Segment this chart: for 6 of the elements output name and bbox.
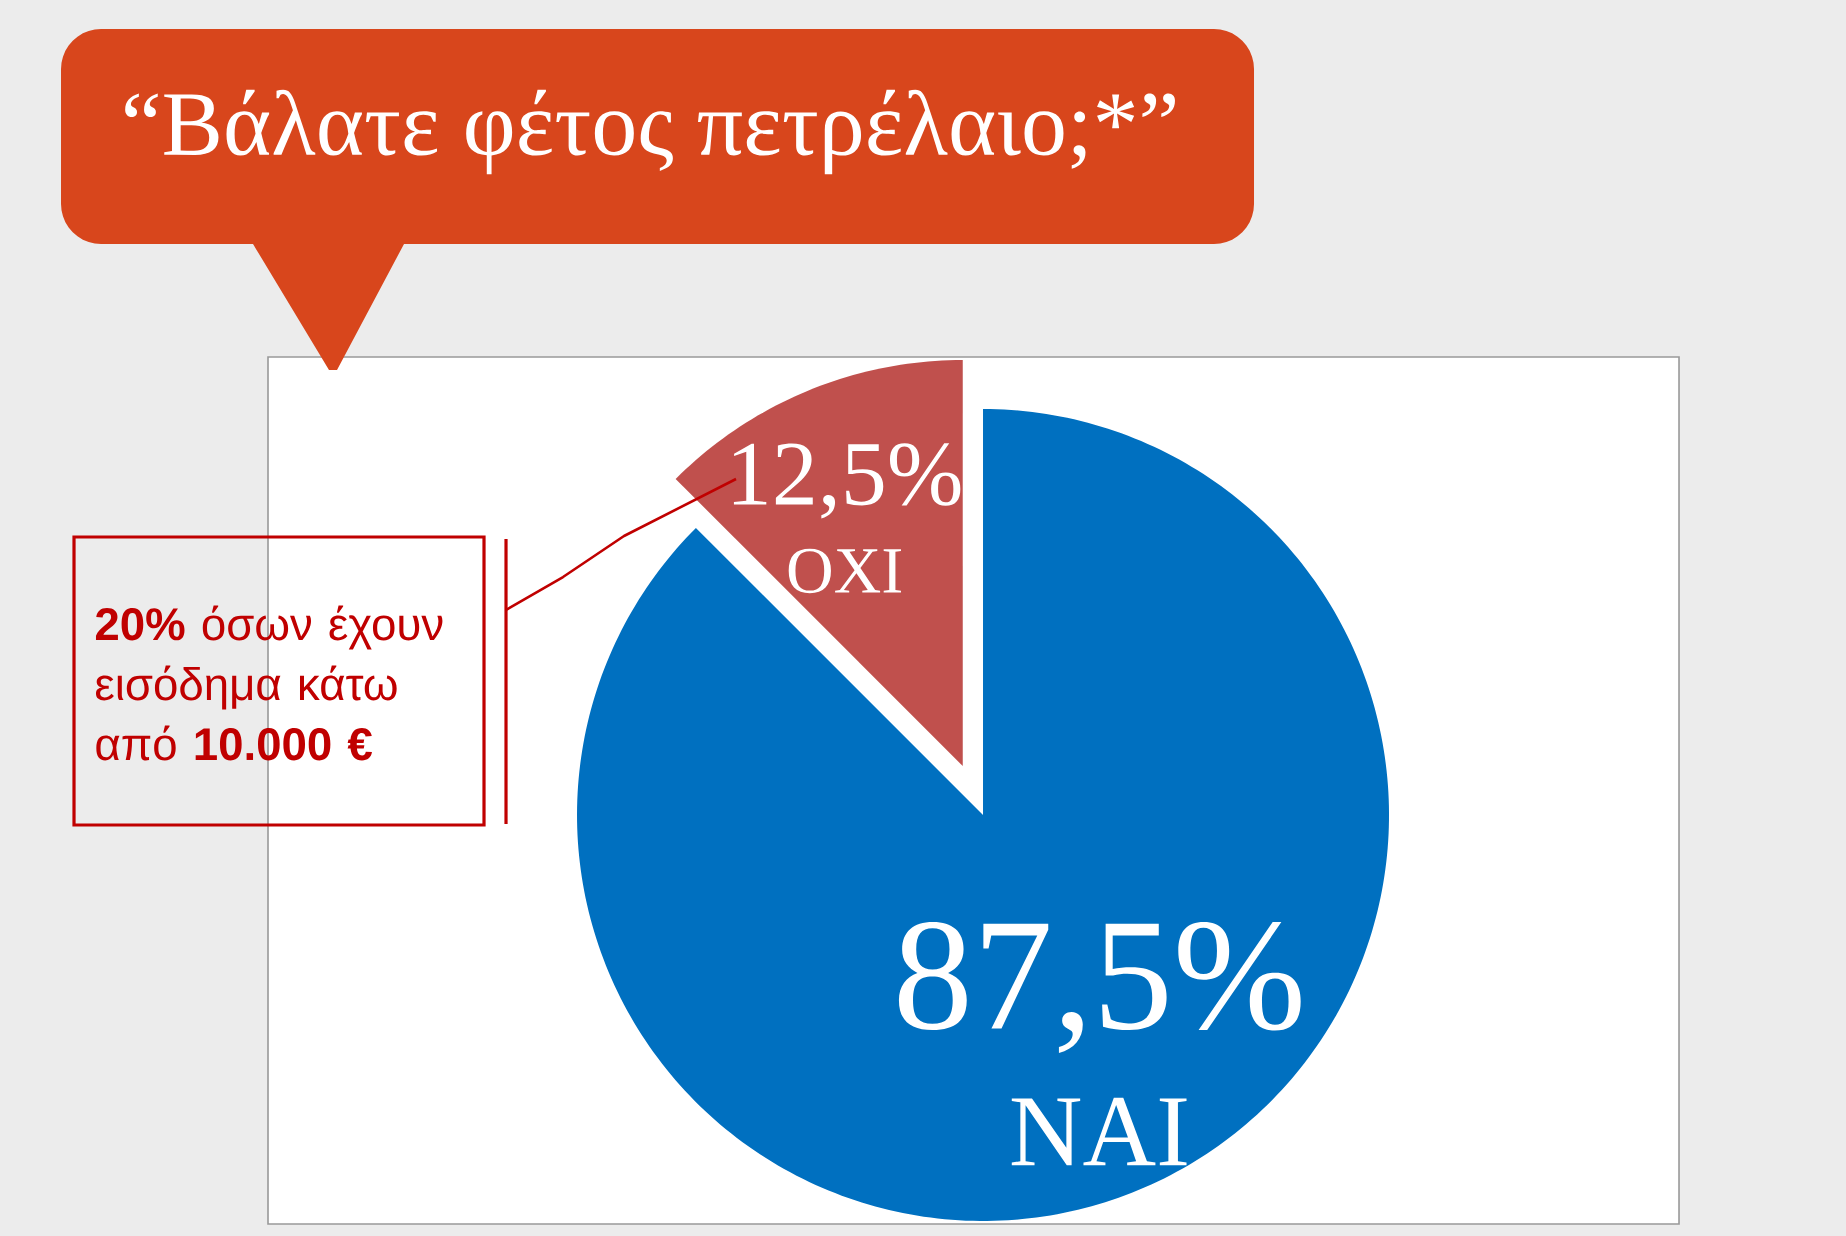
text: 20% όσων έχουν εισόδημα κάτω από 10.000 € [95, 605, 443, 761]
data-label: 87,5% [898, 922, 1301, 1054]
data-label: 12,5% [733, 443, 961, 519]
slice-label: ΝΑΙ [1011, 1097, 1187, 1166]
chart-title: “Βάλατε φέτος πετρέλαιο;*” [125, 89, 1175, 175]
slice-label: ΟΧΙ [788, 548, 901, 594]
